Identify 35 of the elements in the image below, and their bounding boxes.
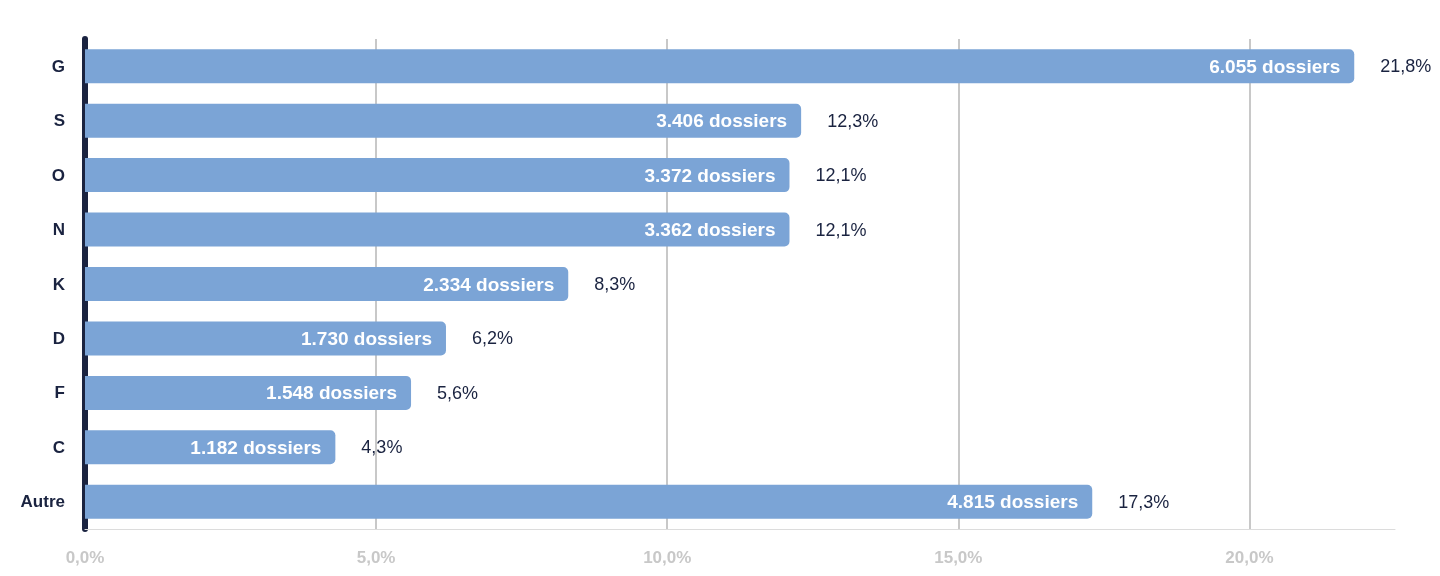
- bar: [85, 375, 412, 410]
- data-label: 4,3%: [361, 437, 403, 458]
- annotation: 3.372 dossiers: [644, 164, 776, 186]
- data-label: 8,3%: [594, 274, 636, 294]
- y-tick-label: G: [51, 56, 65, 76]
- y-tick-label: Autre: [20, 492, 65, 512]
- annotation: 1.182 dossiers: [190, 436, 322, 458]
- y-tick-label: D: [52, 328, 65, 348]
- bar: [85, 103, 802, 138]
- bar: [85, 49, 1355, 84]
- data-label: 12,3%: [827, 110, 879, 131]
- y-tick-label: K: [52, 274, 66, 294]
- bar: [85, 484, 1093, 519]
- data-label: 12,1%: [815, 219, 867, 240]
- annotation: 4.815 dossiers: [947, 491, 1079, 513]
- y-tick-label: N: [52, 220, 65, 240]
- data-label: 21,8%: [1380, 56, 1432, 77]
- bar: [85, 158, 790, 193]
- data-label: 6,2%: [471, 328, 514, 349]
- y-tick-label: S: [53, 111, 65, 131]
- data-label: 5,6%: [437, 382, 479, 403]
- annotation: 3.406 dossiers: [656, 110, 788, 132]
- bar: [85, 321, 446, 356]
- y-tick-label: C: [52, 437, 65, 457]
- y-tick-label: F: [54, 383, 65, 403]
- annotation: 1.730 dossiers: [300, 327, 432, 349]
- data-label: 12,1%: [815, 165, 867, 186]
- annotation: 6.055 dossiers: [1209, 55, 1341, 77]
- bar: [85, 267, 569, 301]
- y-tick-label: O: [51, 165, 65, 185]
- bar: [85, 212, 790, 247]
- data-label: 17,3%: [1118, 491, 1170, 512]
- annotation: 1.548 dossiers: [266, 382, 398, 404]
- annotation: 3.362 dossiers: [644, 219, 776, 241]
- annotation: 2.334 dossiers: [423, 273, 555, 295]
